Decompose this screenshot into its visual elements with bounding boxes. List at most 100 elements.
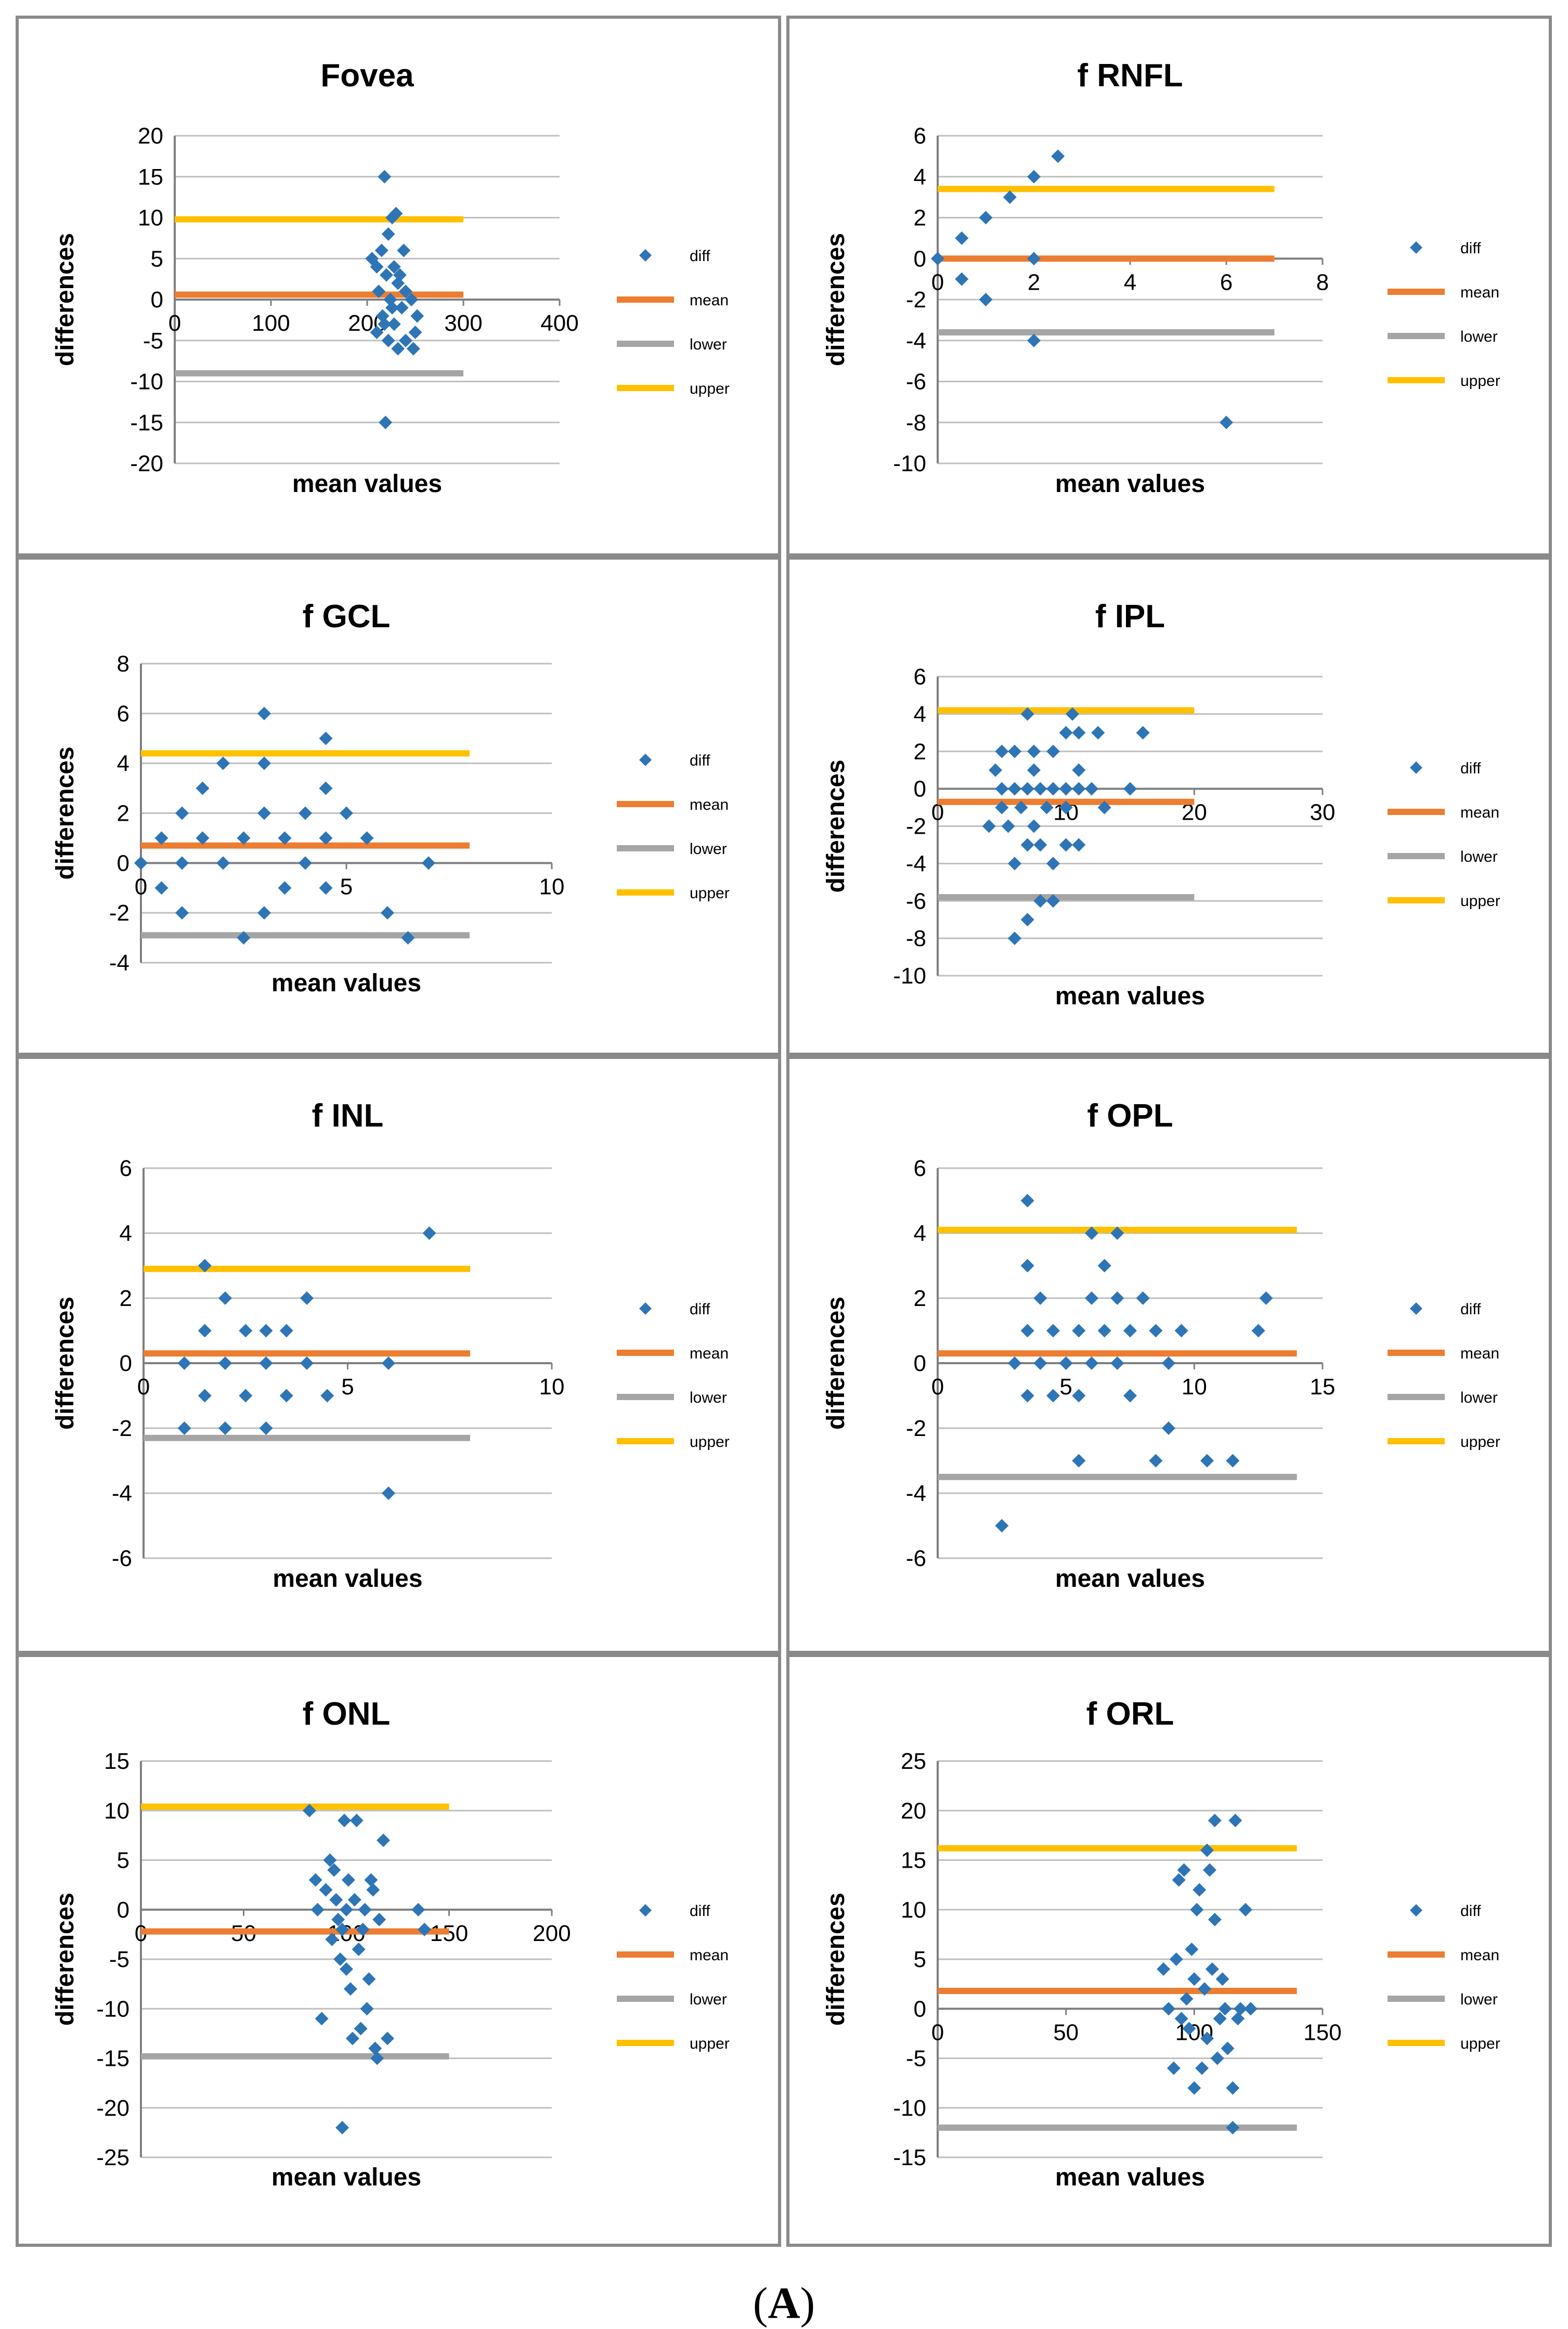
chart-title: f GCL — [303, 599, 391, 635]
diff-point — [198, 1389, 212, 1403]
diff-point — [340, 1903, 353, 1917]
figure-caption: (A) — [753, 2278, 815, 2328]
chart-panel-f-inl: f INL -6 -4 -2 0 2 4 6 0 5 10 mean values difference… — [16, 1056, 781, 1654]
diff-point — [319, 731, 333, 745]
diff-point — [358, 1903, 372, 1917]
diff-point — [422, 1226, 436, 1240]
y-axis-title: differences — [822, 233, 850, 366]
y-tick-label: -15 — [893, 2145, 926, 2170]
diff-point — [382, 1486, 395, 1500]
diff-point — [315, 2012, 329, 2026]
diff-point — [1027, 819, 1041, 833]
y-tick-label: 2 — [914, 205, 926, 231]
diff-point — [1046, 857, 1060, 871]
diff-point — [299, 856, 312, 870]
diff-point — [308, 1873, 322, 1887]
diff-point — [995, 782, 1009, 796]
legend-label-upper: upper — [690, 1433, 730, 1451]
y-tick-label: 4 — [914, 1221, 926, 1246]
x-axis-title: mean values — [271, 2164, 421, 2191]
x-tick-label: 10 — [539, 1374, 565, 1400]
diff-point — [378, 317, 392, 331]
diff-point — [380, 268, 393, 282]
diff-point — [360, 2002, 374, 2016]
diff-point — [1046, 1324, 1060, 1338]
diff-point — [387, 317, 401, 331]
y-tick-label: 20 — [138, 123, 163, 149]
chart-panel-f-ipl: f IPL-10-8-6-4-202460102030mean valuesdi… — [786, 557, 1552, 1056]
legend-label-mean: mean — [690, 796, 729, 813]
x-tick-label: 400 — [540, 310, 578, 336]
diff-point — [333, 1952, 347, 1966]
x-tick-label: 15 — [1310, 1374, 1336, 1400]
diff-point — [1239, 1903, 1252, 1917]
chart-title: Fovea — [320, 58, 414, 94]
diff-point — [1187, 2081, 1201, 2095]
diff-point — [1020, 1389, 1034, 1403]
diff-point — [1215, 1972, 1229, 1986]
diff-point — [1085, 782, 1098, 796]
y-tick-label: -5 — [143, 328, 163, 354]
diff-point — [1169, 1952, 1183, 1966]
diff-point — [1157, 1962, 1171, 1976]
diff-point — [354, 2022, 368, 2036]
y-tick-label: 5 — [117, 1848, 129, 1873]
legend-label-upper: upper — [1460, 1433, 1500, 1451]
x-axis-title: mean values — [1055, 2164, 1205, 2191]
y-tick-label: 2 — [120, 1286, 132, 1311]
diff-point — [379, 416, 393, 430]
y-tick-label: 0 — [120, 1351, 132, 1376]
legend-label-mean: mean — [690, 292, 729, 309]
legend-marker-diff — [1410, 1302, 1422, 1315]
x-tick-label: 0 — [137, 1374, 150, 1400]
diff-point — [989, 763, 1002, 777]
diff-point — [385, 301, 399, 315]
legend-label-diff: diff — [690, 752, 710, 769]
diff-point — [327, 1863, 341, 1877]
diff-point — [345, 2032, 359, 2046]
diff-point — [1014, 800, 1028, 814]
diff-point — [1097, 800, 1111, 814]
diff-point — [1008, 744, 1021, 758]
diff-point — [982, 819, 996, 833]
x-tick-label: 10 — [539, 874, 565, 899]
diff-point — [175, 856, 189, 870]
y-tick-label: -15 — [130, 410, 163, 435]
y-tick-label: 4 — [914, 164, 926, 190]
diff-point — [1072, 726, 1086, 740]
diff-point — [1200, 1454, 1214, 1468]
diff-point — [1072, 1454, 1086, 1468]
chart-title: f RNFL — [1077, 58, 1183, 94]
legend-label-lower: lower — [690, 840, 727, 858]
x-axis-title: mean values — [1055, 1565, 1205, 1593]
diff-point — [352, 1942, 366, 1956]
diff-point — [1033, 838, 1047, 852]
diff-point — [397, 243, 411, 257]
diff-point — [343, 1982, 357, 1996]
diff-point — [1200, 2032, 1214, 2046]
y-tick-label: -4 — [906, 328, 926, 354]
chart-svg: f ONL-25-20-15-10-5051015050100150200mea… — [51, 1696, 730, 2191]
legend-label-lower: lower — [690, 336, 727, 353]
diff-point — [349, 1814, 364, 1828]
x-axis-title: mean values — [271, 969, 421, 997]
y-tick-label: 0 — [914, 1351, 926, 1376]
diff-point — [1072, 1389, 1086, 1403]
chart-svg: f IPL-10-8-6-4-202460102030mean valuesdi… — [822, 599, 1500, 1010]
legend-marker-diff — [1410, 761, 1422, 774]
diff-point — [381, 227, 395, 241]
y-axis-title: differences — [822, 1893, 850, 2026]
diff-point — [1072, 763, 1086, 777]
x-tick-label: 0 — [931, 1374, 944, 1400]
diff-point — [1136, 726, 1150, 740]
y-tick-label: 6 — [914, 1156, 926, 1181]
y-tick-label: -10 — [893, 963, 926, 989]
diff-point — [279, 1389, 293, 1403]
diff-point — [1027, 744, 1041, 758]
diff-point — [1136, 1291, 1150, 1305]
diff-point — [1110, 1356, 1124, 1370]
chart-title: f IPL — [1095, 599, 1165, 635]
diff-point — [1008, 931, 1021, 946]
